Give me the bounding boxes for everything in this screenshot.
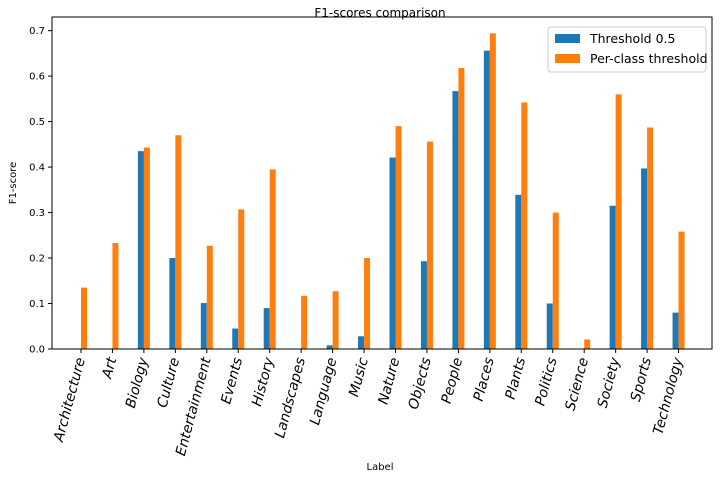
y-tick-label: 0.5	[29, 117, 45, 128]
bar-threshold-society	[609, 205, 616, 349]
bar-threshold-biology	[137, 151, 144, 349]
bar-per-class-architecture	[81, 287, 87, 349]
bar-threshold-sports	[641, 168, 648, 349]
x-tick-label-technology: Technology	[650, 355, 686, 436]
bar-threshold-language	[326, 345, 333, 349]
x-tick-label-politics: Politics	[532, 356, 560, 408]
bar-per-class-language	[332, 291, 339, 349]
bar-threshold-music	[358, 336, 365, 349]
y-tick-label: 0.6	[29, 72, 45, 83]
y-axis-label: F1-score	[8, 162, 19, 205]
bar-per-class-nature	[395, 126, 402, 350]
x-tick-label-objects: Objects	[406, 356, 435, 411]
bar-per-class-art	[112, 243, 119, 349]
y-tick-label: 0.4	[29, 163, 45, 174]
bar-per-class-music	[364, 258, 371, 349]
x-tick-label-art: Art	[99, 355, 120, 381]
y-tick-label: 0.7	[29, 26, 45, 37]
x-tick-label-sports: Sports	[628, 356, 655, 404]
x-axis: Architecture Art Biology CultureEntertainme…	[51, 349, 687, 458]
x-tick-label-society: Society	[595, 355, 624, 410]
x-tick-label-biology: Biology	[123, 355, 152, 410]
bar-per-class-landscapes	[301, 295, 308, 349]
bar-threshold-objects	[420, 261, 427, 349]
x-tick-label-culture: Culture	[154, 356, 183, 410]
chart-title: F1-scores comparison	[314, 6, 445, 20]
x-tick-label-history: History	[249, 355, 278, 408]
bar-per-class-culture	[175, 135, 182, 349]
legend-swatch-per-class	[555, 54, 580, 63]
x-tick-label-landscapes: Landscapes	[272, 356, 309, 440]
y-tick-label: 0.2	[29, 254, 45, 265]
x-axis-label: Label	[367, 462, 394, 473]
bar-threshold-places	[483, 50, 490, 350]
bar-per-class-events	[238, 209, 245, 349]
bar-per-class-science	[584, 339, 591, 349]
bar-threshold-plants	[515, 194, 522, 349]
bar-threshold-people	[452, 91, 459, 349]
plot-frame	[51, 16, 713, 350]
bar-per-class-politics	[552, 212, 559, 349]
bar-per-class-sports	[647, 127, 654, 350]
y-axis: 0.0 0.1 0.2 0.3 0.4 0.5 0.6 0.7	[29, 26, 52, 356]
bar-threshold-culture	[169, 258, 176, 349]
bar-per-class-society	[615, 94, 622, 349]
bar-per-class-people	[458, 67, 465, 349]
bar-threshold-politics	[546, 303, 553, 349]
bar-threshold-nature	[389, 157, 396, 349]
legend-swatch-threshold	[555, 34, 580, 43]
y-tick-label: 0.1	[29, 299, 45, 310]
bar-per-class-technology	[678, 231, 685, 349]
x-tick-label-music: Music	[346, 356, 372, 399]
x-tick-label-nature: Nature	[376, 356, 404, 406]
bar-threshold-history	[263, 308, 270, 349]
legend-label-per-class: Per-class threshold	[590, 51, 708, 66]
x-tick-label-language: Language	[307, 356, 340, 427]
x-tick-label-plants: Plants	[503, 356, 529, 401]
bars-layer	[81, 33, 685, 350]
y-tick-label: 0.0	[29, 345, 45, 356]
y-tick-label: 0.3	[29, 208, 45, 219]
bar-per-class-objects	[426, 141, 433, 349]
x-tick-label-places: Places	[471, 356, 498, 403]
x-tick-label-events: Events	[218, 356, 246, 406]
bar-per-class-biology	[143, 147, 150, 349]
bar-per-class-history	[269, 169, 276, 349]
bar-threshold-entertainment	[200, 303, 207, 349]
legend-frame	[547, 26, 707, 73]
bar-threshold-events	[232, 328, 239, 349]
bar-per-class-entertainment	[206, 245, 213, 349]
x-tick-label-people: People	[439, 356, 467, 406]
bar-threshold-technology	[672, 312, 679, 349]
legend-label-threshold: Threshold 0.5	[589, 31, 675, 46]
legend: Threshold 0.5 Per-class threshold	[547, 26, 708, 73]
bar-per-class-plants	[521, 102, 528, 349]
x-tick-label-architecture: Architecture	[51, 356, 89, 444]
bar-per-class-places	[489, 33, 496, 350]
x-tick-label-science: Science	[563, 356, 593, 413]
